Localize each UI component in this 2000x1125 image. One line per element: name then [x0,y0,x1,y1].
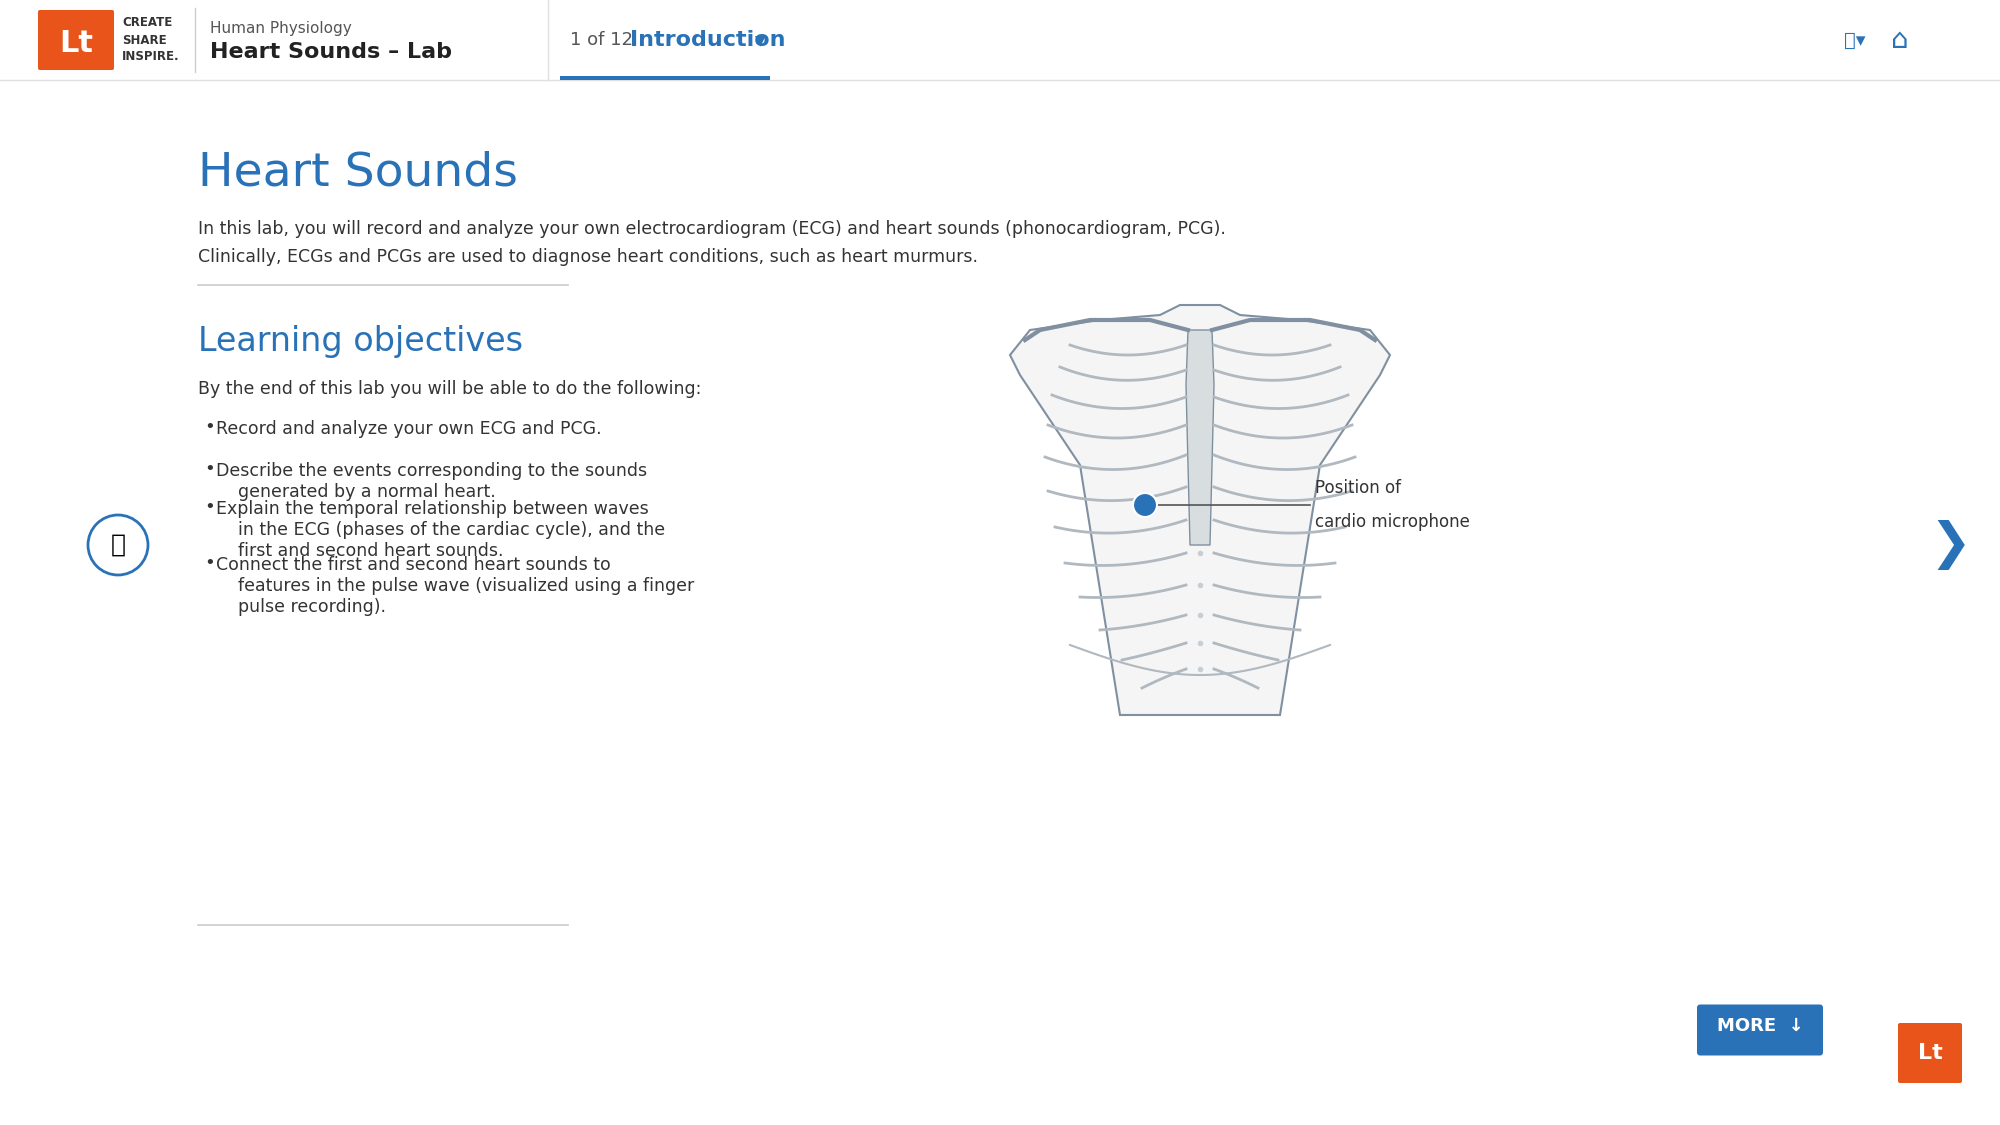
Text: Position of: Position of [1316,479,1400,497]
Text: Explain the temporal relationship between waves
    in the ECG (phases of the ca: Explain the temporal relationship betwee… [216,500,666,559]
Text: Heart Sounds: Heart Sounds [198,150,518,195]
Text: Lt: Lt [60,29,92,58]
Bar [560,76,770,80]
Text: In this lab, you will record and analyze your own electrocardiogram (ECG) and he: In this lab, you will record and analyze… [198,220,1226,238]
Text: ⌂: ⌂ [1892,26,1908,54]
FancyBboxPatch shape [1696,1005,1824,1055]
Text: Learning objectives: Learning objectives [198,325,524,358]
Text: Describe the events corresponding to the sounds
    generated by a normal heart.: Describe the events corresponding to the… [216,462,648,501]
Text: Record and analyze your own ECG and PCG.: Record and analyze your own ECG and PCG. [216,420,602,438]
Text: ▼: ▼ [756,33,766,47]
Polygon shape [1010,305,1390,716]
Text: CREATE
SHARE
INSPIRE.: CREATE SHARE INSPIRE. [122,17,180,63]
Text: ❯: ❯ [1930,520,1970,570]
Text: •: • [204,460,214,478]
Text: Introduction: Introduction [630,30,786,50]
Text: 📖: 📖 [110,533,126,557]
Text: •: • [204,418,214,436]
Text: 👤▾: 👤▾ [1844,30,1866,50]
Circle shape [1132,493,1156,518]
Text: Lt: Lt [1918,1043,1942,1063]
Polygon shape [1186,330,1214,544]
Text: Human Physiology: Human Physiology [210,20,352,36]
Text: By the end of this lab you will be able to do the following:: By the end of this lab you will be able … [198,380,702,398]
Bar [0,0,2000,80]
Text: •: • [204,554,214,572]
FancyBboxPatch shape [1898,1023,1962,1083]
FancyBboxPatch shape [38,10,114,70]
Text: Heart Sounds – Lab: Heart Sounds – Lab [210,42,452,62]
Text: •: • [204,498,214,516]
Text: 1 of 12: 1 of 12 [570,32,632,50]
Text: Connect the first and second heart sounds to
    features in the pulse wave (vis: Connect the first and second heart sound… [216,556,694,615]
Text: MORE  ↓: MORE ↓ [1716,1017,1804,1035]
Text: Clinically, ECGs and PCGs are used to diagnose heart conditions, such as heart m: Clinically, ECGs and PCGs are used to di… [198,248,978,266]
Text: cardio microphone: cardio microphone [1316,513,1470,531]
